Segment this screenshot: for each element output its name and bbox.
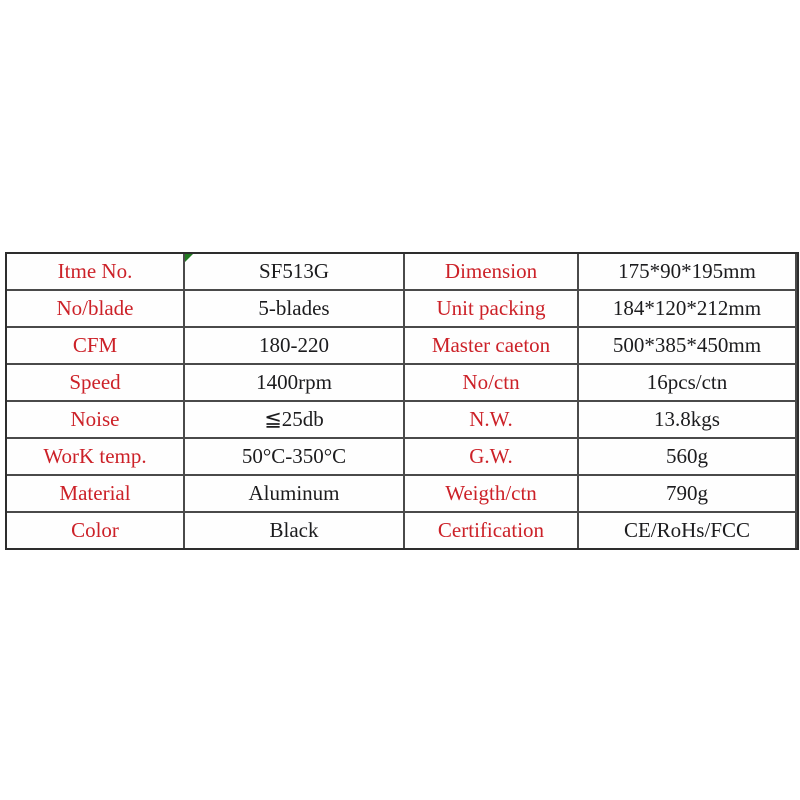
spec-value-cell: 5-blades <box>185 291 403 326</box>
spec-label-cell: Unit packing <box>405 291 577 326</box>
spec-value-cell: 500*385*450mm <box>579 328 795 363</box>
spec-value-cell: ≦25db <box>185 402 403 437</box>
spec-value-cell: 560g <box>579 439 795 474</box>
spec-label-cell: WorK temp. <box>7 439 183 474</box>
spec-value-cell: 13.8kgs <box>579 402 795 437</box>
spec-label-cell: No/ctn <box>405 365 577 400</box>
spec-label-cell: Color <box>7 513 183 548</box>
spec-value-cell: CE/RoHs/FCC <box>579 513 795 548</box>
spec-label-cell: Weigth/ctn <box>405 476 577 511</box>
spec-label-cell: Dimension <box>405 254 577 289</box>
spec-label-cell: Material <box>7 476 183 511</box>
spec-label-cell: Speed <box>7 365 183 400</box>
spec-label-cell: Itme No. <box>7 254 183 289</box>
spec-value-cell: 175*90*195mm <box>579 254 795 289</box>
spec-label-cell: No/blade <box>7 291 183 326</box>
spec-value-cell: 50°C-350°C <box>185 439 403 474</box>
spec-value-cell: 16pcs/ctn <box>579 365 795 400</box>
spec-label-cell: G.W. <box>405 439 577 474</box>
spec-value-cell: 180-220 <box>185 328 403 363</box>
spec-value-cell: 790g <box>579 476 795 511</box>
spec-value-cell: Aluminum <box>185 476 403 511</box>
spec-label-cell: N.W. <box>405 402 577 437</box>
spec-label-cell: Noise <box>7 402 183 437</box>
spec-label-cell: Master caeton <box>405 328 577 363</box>
product-spec-table: Itme No. SF513G Dimension 175*90*195mm No/bl… <box>5 252 799 550</box>
spec-value-cell: 1400rpm <box>185 365 403 400</box>
green-corner-triangle-icon <box>185 254 193 262</box>
spec-value-cell: Black <box>185 513 403 548</box>
spec-value-cell: SF513G <box>185 254 403 289</box>
spec-label-cell: CFM <box>7 328 183 363</box>
spec-value-cell: 184*120*212mm <box>579 291 795 326</box>
spec-label-cell: Certification <box>405 513 577 548</box>
